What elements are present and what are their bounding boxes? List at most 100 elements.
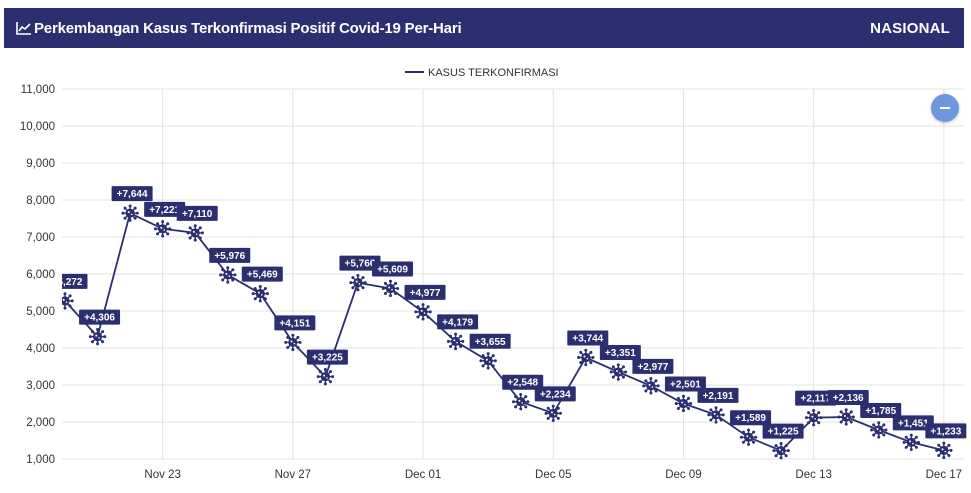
virus-marker-icon[interactable]: [88, 327, 107, 346]
x-tick-label: Dec 13: [795, 469, 831, 481]
y-tick-label: 4,000: [26, 343, 55, 355]
data-label: +3,225: [306, 349, 348, 365]
x-tick-label: Nov 23: [144, 469, 180, 481]
data-label-text: +1,233: [930, 426, 961, 437]
data-label-text: +1,589: [735, 413, 766, 424]
data-label: +3,744: [567, 330, 609, 346]
data-label: +1,233: [925, 423, 967, 439]
data-label: +3,655: [469, 333, 511, 349]
y-tick-label: 9,000: [26, 158, 55, 170]
region-label: NASIONAL: [870, 19, 950, 37]
y-tick-label: 2,000: [26, 417, 55, 429]
chart-legend[interactable]: KASUS TERKONFIRMASI: [405, 67, 559, 79]
virus-marker-icon[interactable]: [577, 348, 595, 367]
data-label: +2,501: [664, 376, 706, 392]
data-label: +3,351: [599, 345, 641, 361]
chart-header: Perkembangan Kasus Terkonfirmasi Positif…: [4, 8, 964, 48]
y-axis: 1,000 2,000 3,000 4,000 5,000 6,000 7,000 8,000…: [20, 84, 55, 466]
data-label-text: +4,977: [410, 288, 441, 299]
virus-marker-icon[interactable]: [153, 220, 172, 238]
data-label: +5,609: [372, 261, 413, 277]
virus-marker-icon[interactable]: [284, 333, 302, 352]
x-tick-label: Dec 01: [405, 469, 441, 481]
virus-marker-icon[interactable]: [674, 394, 693, 413]
virus-marker-icon[interactable]: [56, 292, 74, 310]
data-label-text: +2,117: [800, 394, 831, 405]
line-chart-icon: [16, 22, 31, 35]
data-label: +1,785: [860, 402, 902, 418]
data-label-text: +1,451: [898, 418, 929, 429]
virus-marker-icon[interactable]: [186, 224, 204, 242]
y-tick-label: 3,000: [26, 380, 55, 392]
data-label: +1,589: [730, 410, 772, 426]
data-label: +2,548: [502, 374, 544, 390]
data-label-text: +3,351: [605, 348, 636, 359]
virus-marker-icon[interactable]: [219, 266, 237, 284]
data-label-text: +2,548: [507, 378, 538, 389]
header-title-group: Perkembangan Kasus Terkonfirmasi Positif…: [16, 20, 870, 37]
data-label-text: +5,469: [247, 270, 278, 281]
data-label: +5,976: [209, 247, 251, 263]
virus-marker-icon[interactable]: [707, 406, 725, 424]
virus-marker-icon[interactable]: [381, 279, 400, 298]
virus-marker-icon[interactable]: [772, 441, 790, 460]
virus-marker-icon[interactable]: [902, 433, 920, 452]
data-label-text: +3,225: [312, 353, 343, 364]
virus-marker-icon[interactable]: [739, 428, 758, 446]
data-label-text: +7,644: [117, 189, 148, 200]
minus-icon: [940, 107, 950, 109]
virus-marker-icon[interactable]: [479, 352, 497, 370]
data-label: +2,136: [827, 389, 869, 405]
y-tick-label: 5,000: [26, 306, 55, 318]
data-label: +1,451: [892, 415, 934, 431]
y-tick-label: 10,000: [20, 121, 55, 133]
virus-marker-icon[interactable]: [804, 408, 823, 427]
y-tick-label: 7,000: [26, 232, 55, 244]
data-label: +2,117: [795, 390, 837, 406]
y-tick-label: 11,000: [21, 84, 55, 96]
data-label: +7,644: [111, 186, 153, 202]
data-label-text: +2,191: [703, 391, 734, 402]
data-label: +2,191: [697, 387, 739, 403]
page-title: Perkembangan Kasus Terkonfirmasi Positif…: [34, 19, 462, 37]
virus-marker-icon[interactable]: [251, 284, 269, 303]
virus-marker-icon[interactable]: [544, 404, 562, 423]
data-label-text: +4,179: [442, 317, 473, 328]
virus-marker-icon[interactable]: [609, 363, 628, 381]
x-tick-label: Dec 05: [535, 469, 571, 481]
data-label: +5,469: [241, 266, 283, 282]
y-tick-label: 1,000: [26, 454, 55, 466]
virus-marker-icon[interactable]: [837, 408, 855, 426]
virus-marker-icon[interactable]: [316, 367, 335, 386]
virus-marker-icon[interactable]: [349, 273, 367, 292]
data-label-text: +2,136: [833, 393, 864, 404]
data-label: +2,977: [632, 358, 674, 374]
data-label: +4,151: [274, 315, 316, 331]
virus-marker-icon[interactable]: [935, 441, 953, 460]
plot-area: +5,272 +4,306 +7,644+7,221 +7,110 +5,976+5,4…: [52, 186, 967, 460]
virus-marker-icon[interactable]: [414, 303, 432, 321]
virus-marker-icon[interactable]: [870, 421, 888, 439]
x-tick-label: Dec 17: [926, 469, 962, 481]
virus-marker-icon[interactable]: [446, 332, 465, 351]
data-label-text: +2,977: [637, 362, 668, 373]
collapse-button[interactable]: [931, 94, 959, 122]
x-axis: Nov 23 Nov 27 Dec 01 Dec 05 Dec 09 Dec 13 Dec …: [144, 469, 962, 481]
data-label-text: +3,744: [572, 333, 603, 344]
data-label: +7,110: [176, 205, 218, 221]
data-label: +4,179: [437, 314, 479, 330]
data-label-text: +3,655: [475, 337, 506, 348]
data-label-text: +2,234: [540, 389, 571, 400]
data-label-text: +5,272: [52, 277, 83, 288]
virus-marker-icon[interactable]: [512, 393, 530, 411]
y-tick-label: 8,000: [26, 195, 55, 207]
virus-marker-icon[interactable]: [121, 204, 139, 222]
virus-marker-icon[interactable]: [642, 377, 660, 395]
data-label-text: +5,766: [345, 259, 376, 270]
data-label-text: +7,221: [149, 205, 180, 216]
data-label: +1,225: [762, 423, 804, 439]
data-label-text: +1,225: [768, 427, 799, 438]
data-label-text: +2,501: [670, 379, 701, 390]
x-tick-label: Nov 27: [275, 469, 311, 481]
